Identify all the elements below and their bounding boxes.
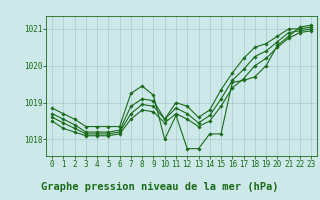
Text: Graphe pression niveau de la mer (hPa): Graphe pression niveau de la mer (hPa) bbox=[41, 182, 279, 192]
